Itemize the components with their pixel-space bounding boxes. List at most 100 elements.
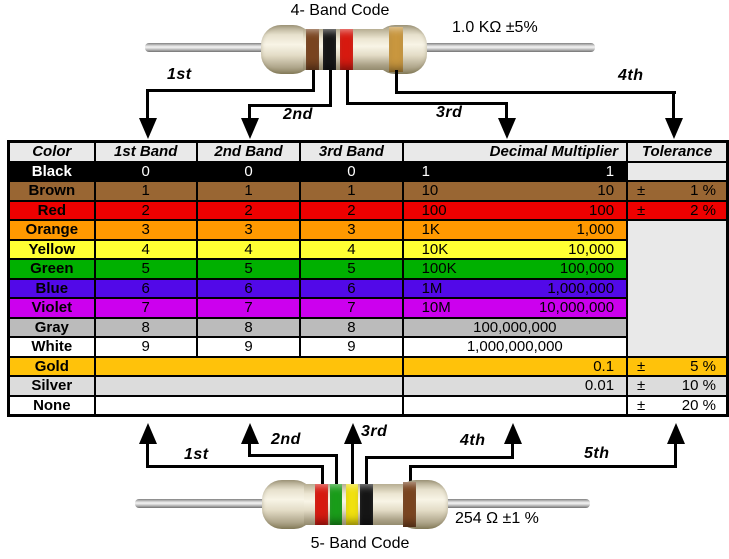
table-row-brown: Brown 1 1 1 10 10 ±1 % <box>7 180 729 202</box>
arrow-line <box>505 102 508 121</box>
cell-decimal-multiplier: 100 100 <box>401 199 629 221</box>
tolerance-value: 2 % <box>690 201 716 219</box>
table-row-black: Black 0 0 0 1 1 <box>7 160 729 182</box>
arrow-line <box>346 102 508 105</box>
multiplier-long: 1,000,000 <box>547 279 615 297</box>
col-header-3rd-band: 3rd Band <box>299 140 404 163</box>
cell-band-3: 4 <box>299 238 404 260</box>
multiplier-short: 1M <box>421 279 443 297</box>
cell-color-name: Green <box>7 258 96 280</box>
cell-decimal-multiplier: 10K 10,000 <box>401 238 629 260</box>
bottom-arrow-label-5th: 5th <box>584 445 610 462</box>
cell-bands-empty <box>93 394 404 417</box>
arrow-line <box>409 465 412 489</box>
tolerance-value: 10 % <box>681 377 716 395</box>
cell-band-3: 1 <box>299 180 404 202</box>
bottom-arrow-label-3rd: 3rd <box>361 423 388 440</box>
cell-band-1: 3 <box>93 219 198 241</box>
arrowhead-up <box>138 423 157 444</box>
arrow-line <box>321 465 324 486</box>
arrow-line <box>409 465 677 468</box>
arrow-line <box>511 441 514 459</box>
multiplier-long: 1,000 <box>576 221 615 239</box>
cell-decimal-multiplier: 100K 100,000 <box>401 258 629 280</box>
cell-band-2: 8 <box>195 316 302 338</box>
cell-band-2: 0 <box>195 160 302 182</box>
arrow-line <box>248 104 251 121</box>
bottom-arrow-label-1st: 1st <box>184 446 209 463</box>
cell-decimal-multiplier <box>401 394 629 417</box>
cell-tolerance: ±5 % <box>626 355 729 377</box>
arrow-line <box>312 70 315 92</box>
top-resistor-band-red <box>340 29 353 70</box>
top-resistor-band-brown <box>306 29 319 70</box>
multiplier-short: 100K <box>421 260 457 278</box>
cell-bands-empty <box>93 375 404 397</box>
arrow-line <box>329 70 332 107</box>
arrowhead-down <box>240 118 259 139</box>
cell-band-2: 9 <box>195 336 302 358</box>
multiplier-short: 1 <box>421 162 430 180</box>
arrow-line <box>146 441 149 468</box>
top-arrow-label-2nd: 2nd <box>283 106 313 123</box>
col-header-tolerance: Tolerance <box>626 140 729 163</box>
cell-band-1: 4 <box>93 238 198 260</box>
cell-decimal-multiplier: 1,000,000,000 <box>401 336 629 358</box>
cell-band-2: 3 <box>195 219 302 241</box>
bottom-arrow-label-4th: 4th <box>460 432 486 449</box>
cell-color-name: Orange <box>7 219 96 241</box>
cell-band-1: 6 <box>93 277 198 299</box>
cell-band-1: 7 <box>93 297 198 319</box>
cell-band-1: 9 <box>93 336 198 358</box>
cell-band-3: 0 <box>299 160 404 182</box>
tolerance-sign: ± <box>637 396 646 414</box>
cell-band-3: 3 <box>299 219 404 241</box>
bottom-resistor-band-green <box>330 484 342 525</box>
arrow-line <box>146 89 315 92</box>
cell-band-2: 7 <box>195 297 302 319</box>
cell-tolerance: ±20 % <box>626 394 729 417</box>
table-row-silver: Silver 0.01 ±10 % <box>7 375 729 397</box>
cell-color-name: Blue <box>7 277 96 299</box>
cell-decimal-multiplier: 1M 1,000,000 <box>401 277 629 299</box>
multiplier-long: 100 <box>589 201 615 219</box>
multiplier-long: 100,000 <box>559 260 615 278</box>
cell-color-name: White <box>7 336 96 358</box>
arrow-line <box>146 89 149 121</box>
cell-band-2: 5 <box>195 258 302 280</box>
cell-band-3: 8 <box>299 316 404 338</box>
five-band-code-title: 5- Band Code <box>310 535 410 552</box>
arrowhead-down <box>497 118 516 139</box>
arrowhead-up <box>240 423 259 444</box>
cell-tolerance: ±10 % <box>626 375 729 397</box>
cell-band-1: 5 <box>93 258 198 280</box>
arrow-line <box>672 91 675 120</box>
col-header-color: Color <box>7 140 96 163</box>
cell-color-name: Brown <box>7 180 96 202</box>
arrow-line <box>335 454 338 486</box>
top-resistor-band-gold <box>389 27 403 72</box>
cell-color-name: None <box>7 394 96 417</box>
cell-decimal-multiplier: 100,000,000 <box>401 316 629 338</box>
multiplier-short: 10K <box>421 240 449 258</box>
cell-band-2: 1 <box>195 180 302 202</box>
cell-band-3: 2 <box>299 199 404 221</box>
tolerance-sign: ± <box>637 201 646 219</box>
bottom-resistor-band-brown <box>403 482 416 527</box>
tolerance-value: 1 % <box>690 182 716 200</box>
multiplier-long: 0.1 <box>593 357 615 375</box>
multiplier-short: 10M <box>421 299 451 317</box>
five-band-value-label: 254 Ω ±1 % <box>455 510 539 527</box>
table-header-row: Color 1st Band 2nd Band 3rd Band Decimal Mul… <box>7 140 729 163</box>
four-band-code-title: 4- Band Code <box>290 2 390 19</box>
cell-decimal-multiplier: 0.1 <box>401 355 629 377</box>
cell-band-1: 8 <box>93 316 198 338</box>
table-row-gray: Gray 8 8 8 100,000,000 <box>7 316 728 338</box>
table-row-white: White 9 9 9 1,000,000,000 <box>7 336 728 358</box>
cell-decimal-multiplier: 10M 10,000,000 <box>401 297 629 319</box>
arrowhead-up <box>503 423 522 444</box>
multiplier-short: 100 <box>421 201 447 219</box>
cell-band-3: 9 <box>299 336 404 358</box>
tolerance-sign: ± <box>637 357 646 375</box>
